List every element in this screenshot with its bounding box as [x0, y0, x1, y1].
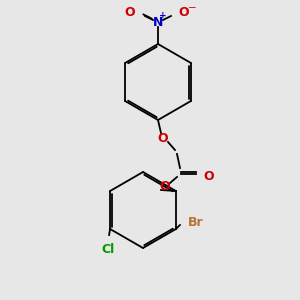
Text: +: +: [159, 11, 167, 20]
Text: −: −: [188, 3, 197, 13]
Text: O: O: [124, 5, 135, 19]
Text: O: O: [160, 179, 170, 193]
Text: O: O: [203, 169, 214, 182]
Text: O: O: [178, 5, 189, 19]
Text: O: O: [158, 131, 168, 145]
Text: Cl: Cl: [101, 243, 115, 256]
Text: N: N: [153, 16, 163, 28]
Text: Br: Br: [188, 217, 203, 230]
